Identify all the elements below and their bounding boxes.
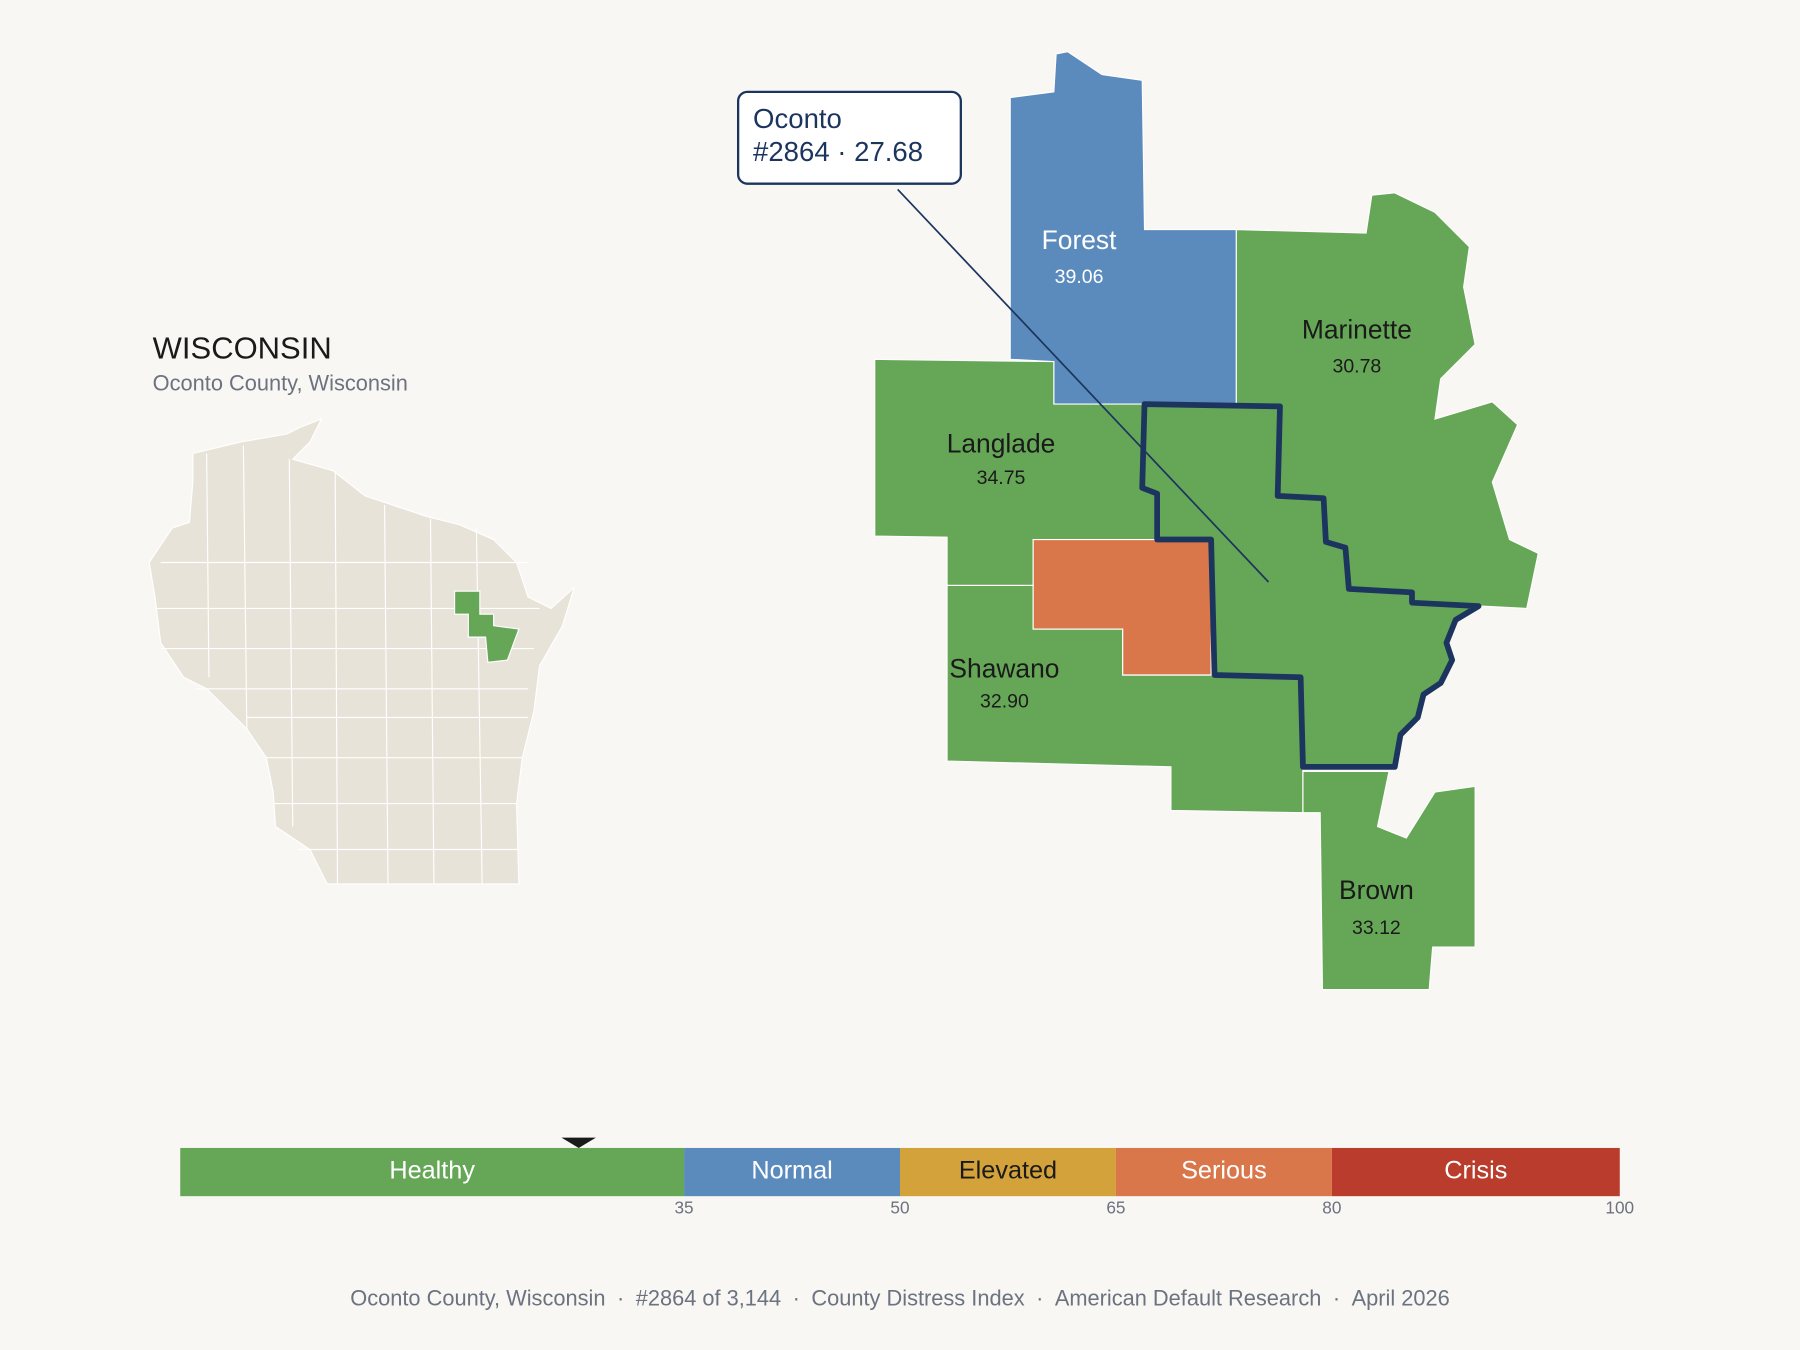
- county-value: 33.12: [1352, 917, 1401, 939]
- legend-marker: [561, 1137, 596, 1148]
- legend-band: [1115, 1147, 1332, 1197]
- footer-separator: ·: [617, 1285, 624, 1310]
- county-name: Langlade: [947, 428, 1056, 458]
- callout-name: Oconto: [753, 103, 842, 134]
- legend-label: Crisis: [1444, 1157, 1507, 1185]
- county-oconto: [1139, 401, 1482, 770]
- county-name: Forest: [1042, 225, 1117, 255]
- county-name: Brown: [1339, 875, 1414, 905]
- footer-item: April 2026: [1352, 1285, 1450, 1310]
- legend-label: Serious: [1181, 1157, 1267, 1185]
- legend-band: [1331, 1147, 1620, 1197]
- callout-box: [736, 90, 962, 185]
- subtitle: Oconto County, Wisconsin: [153, 370, 408, 395]
- county-value: 34.75: [977, 467, 1026, 489]
- county-value: 32.90: [980, 691, 1029, 713]
- footer-item: Oconto County, Wisconsin: [350, 1285, 605, 1310]
- footer: Oconto County, Wisconsin · #2864 of 3,144 ·…: [350, 1285, 1449, 1310]
- callout-detail: #2864 · 27.68: [753, 136, 923, 167]
- county-lines: [154, 445, 540, 884]
- county-shapes: [874, 51, 1539, 991]
- legend-tick: 50: [890, 1197, 909, 1217]
- legend-label: Healthy: [389, 1157, 475, 1185]
- county-value: 39.06: [1055, 266, 1104, 288]
- leader-line: [897, 188, 1270, 583]
- legend-tick: 100: [1605, 1197, 1634, 1217]
- legend-label: Normal: [751, 1157, 832, 1185]
- legend-tick: 80: [1322, 1197, 1341, 1217]
- state-outline: [148, 417, 576, 885]
- footer-item: #2864 of 3,144: [636, 1285, 781, 1310]
- legend-band: [180, 1147, 685, 1197]
- footer-item: County Distress Index: [811, 1285, 1024, 1310]
- county-brown: [1302, 770, 1476, 991]
- footer-separator: ·: [793, 1285, 800, 1310]
- footer-separator: ·: [1333, 1285, 1340, 1310]
- footer-separator: ·: [1036, 1285, 1043, 1310]
- title: WISCONSIN: [153, 330, 332, 365]
- county-name: Shawano: [949, 653, 1059, 683]
- legend-band: [900, 1147, 1116, 1197]
- footer-item: American Default Research: [1055, 1285, 1322, 1310]
- highlight-county: [454, 590, 520, 664]
- county-name: Marinette: [1302, 315, 1412, 345]
- legend-label: Elevated: [959, 1157, 1057, 1185]
- state-map: [148, 417, 576, 885]
- legend-tick: 65: [1106, 1197, 1125, 1217]
- legend-band: [684, 1147, 900, 1197]
- legend-tick: 35: [674, 1197, 693, 1217]
- county-value: 30.78: [1332, 356, 1381, 378]
